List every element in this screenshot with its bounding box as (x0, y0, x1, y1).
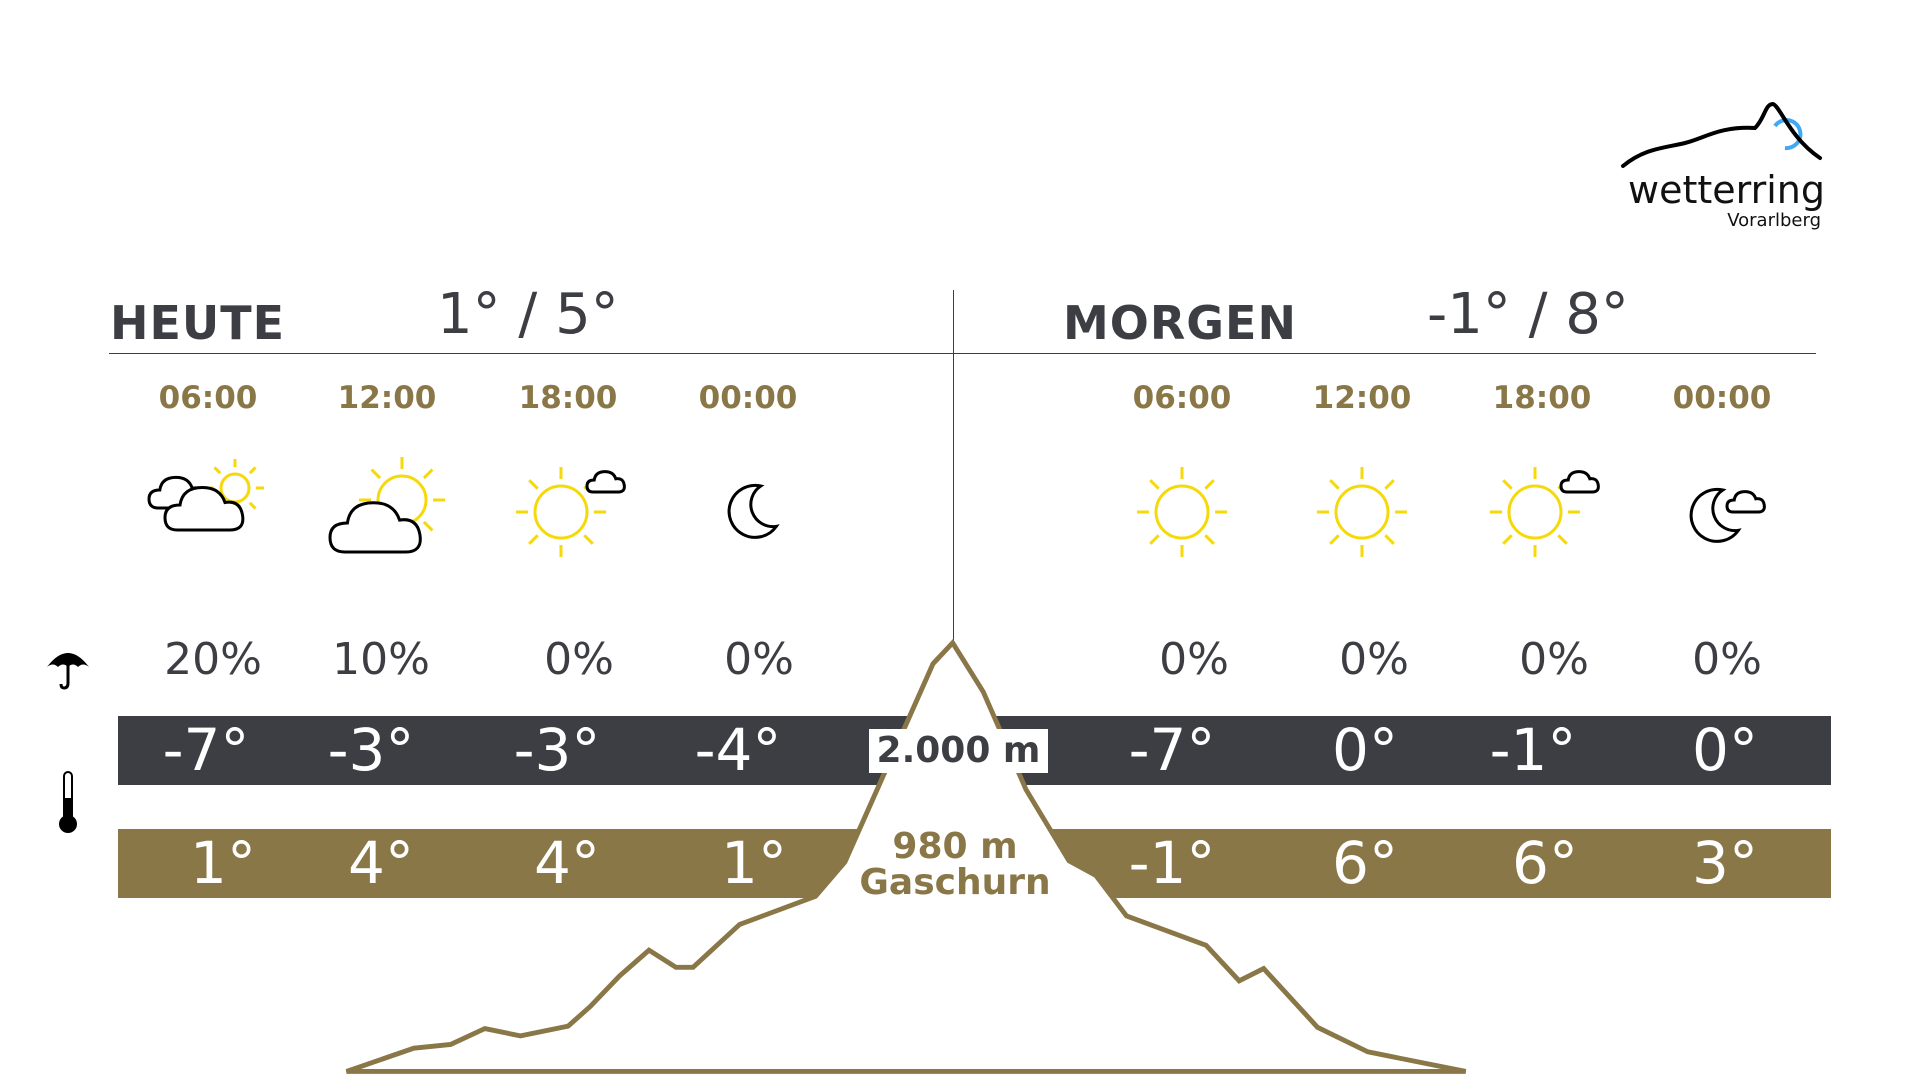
mountain-temperature: 0° (1332, 716, 1398, 784)
tomorrow-range: -1° / 8° (1427, 282, 1629, 347)
sun-small-cloud-icon (1490, 467, 1600, 557)
day-divider (953, 290, 954, 645)
valley-altitude-label: 980 m (892, 826, 1018, 867)
valley-temperature: 6° (1512, 829, 1578, 897)
valley-temperature: 4° (534, 829, 600, 897)
today-label: HEUTE (110, 296, 286, 350)
time-label: 00:00 (1672, 380, 1772, 416)
sun-small-cloud-icon (516, 467, 626, 557)
time-label: 06:00 (158, 380, 258, 416)
today-range: 1° / 5° (437, 282, 619, 347)
time-label: 18:00 (518, 380, 618, 416)
valley-temperature: 3° (1692, 829, 1758, 897)
logo: wetterring Vorarlberg (1615, 98, 1825, 233)
time-label: 00:00 (698, 380, 798, 416)
cloud-sun-large-icon (328, 457, 445, 554)
precipitation-value: 10% (332, 634, 430, 685)
logo-region: Vorarlberg (1727, 210, 1821, 231)
valley-name-label: Gaschurn (859, 862, 1051, 903)
precipitation-value: 0% (1519, 634, 1589, 685)
thermometer-icon (59, 771, 77, 833)
umbrella-icon (47, 653, 89, 690)
valley-temperature: 1° (721, 829, 787, 897)
mountain-temperature: -3° (327, 716, 415, 784)
mountain-temperature: -7° (1128, 716, 1216, 784)
mountain-temperature: 0° (1692, 716, 1758, 784)
time-label: 06:00 (1132, 380, 1232, 416)
precipitation-value: 20% (164, 634, 262, 685)
moon-cloud-icon (1689, 487, 1766, 543)
precipitation-value: 0% (544, 634, 614, 685)
precipitation-value: 0% (1339, 634, 1409, 685)
sun-icon (1137, 467, 1227, 557)
moon-icon (727, 483, 780, 539)
valley-temperature: 1° (190, 829, 256, 897)
precipitation-value: 0% (1692, 634, 1762, 685)
mountain-temperature: -1° (1489, 716, 1577, 784)
time-label: 12:00 (1312, 380, 1412, 416)
mountain-temperature: -7° (162, 716, 250, 784)
mountain-altitude-label: 2.000 m (869, 729, 1048, 773)
time-label: 18:00 (1492, 380, 1592, 416)
precipitation-value: 0% (724, 634, 794, 685)
sun-icon (1317, 467, 1407, 557)
valley-temperature: -1° (1128, 829, 1216, 897)
mountain-temperature: -4° (694, 716, 782, 784)
logo-name: wetterring (1628, 168, 1825, 212)
mountain-temperature: -3° (513, 716, 601, 784)
time-label: 12:00 (337, 380, 437, 416)
precipitation-value: 0% (1159, 634, 1229, 685)
valley-temperature: 6° (1332, 829, 1398, 897)
cloud-sun-icon (147, 459, 264, 532)
tomorrow-label: MORGEN (1063, 296, 1297, 350)
header-divider (109, 353, 1816, 354)
logo-mountain-icon (1621, 101, 1822, 168)
valley-temperature: 4° (348, 829, 414, 897)
